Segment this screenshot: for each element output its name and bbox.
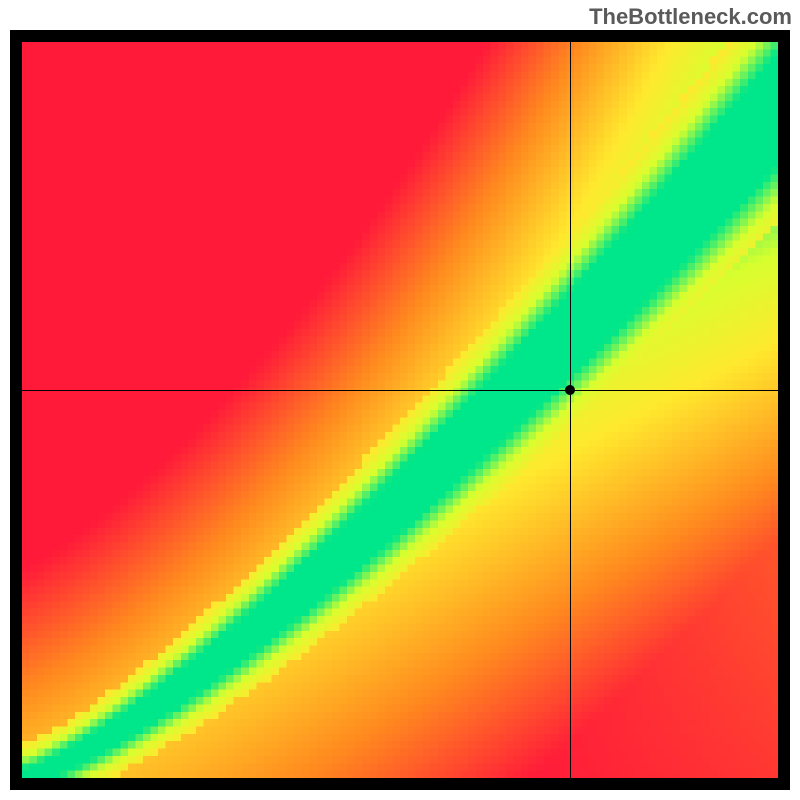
marker-point [565, 385, 575, 395]
watermark-text: TheBottleneck.com [589, 4, 792, 30]
heatmap-canvas [22, 42, 778, 778]
crosshair-horizontal-line [22, 390, 778, 391]
plot-area [22, 42, 778, 778]
chart-container: TheBottleneck.com [0, 0, 800, 800]
crosshair-vertical-line [570, 42, 571, 778]
